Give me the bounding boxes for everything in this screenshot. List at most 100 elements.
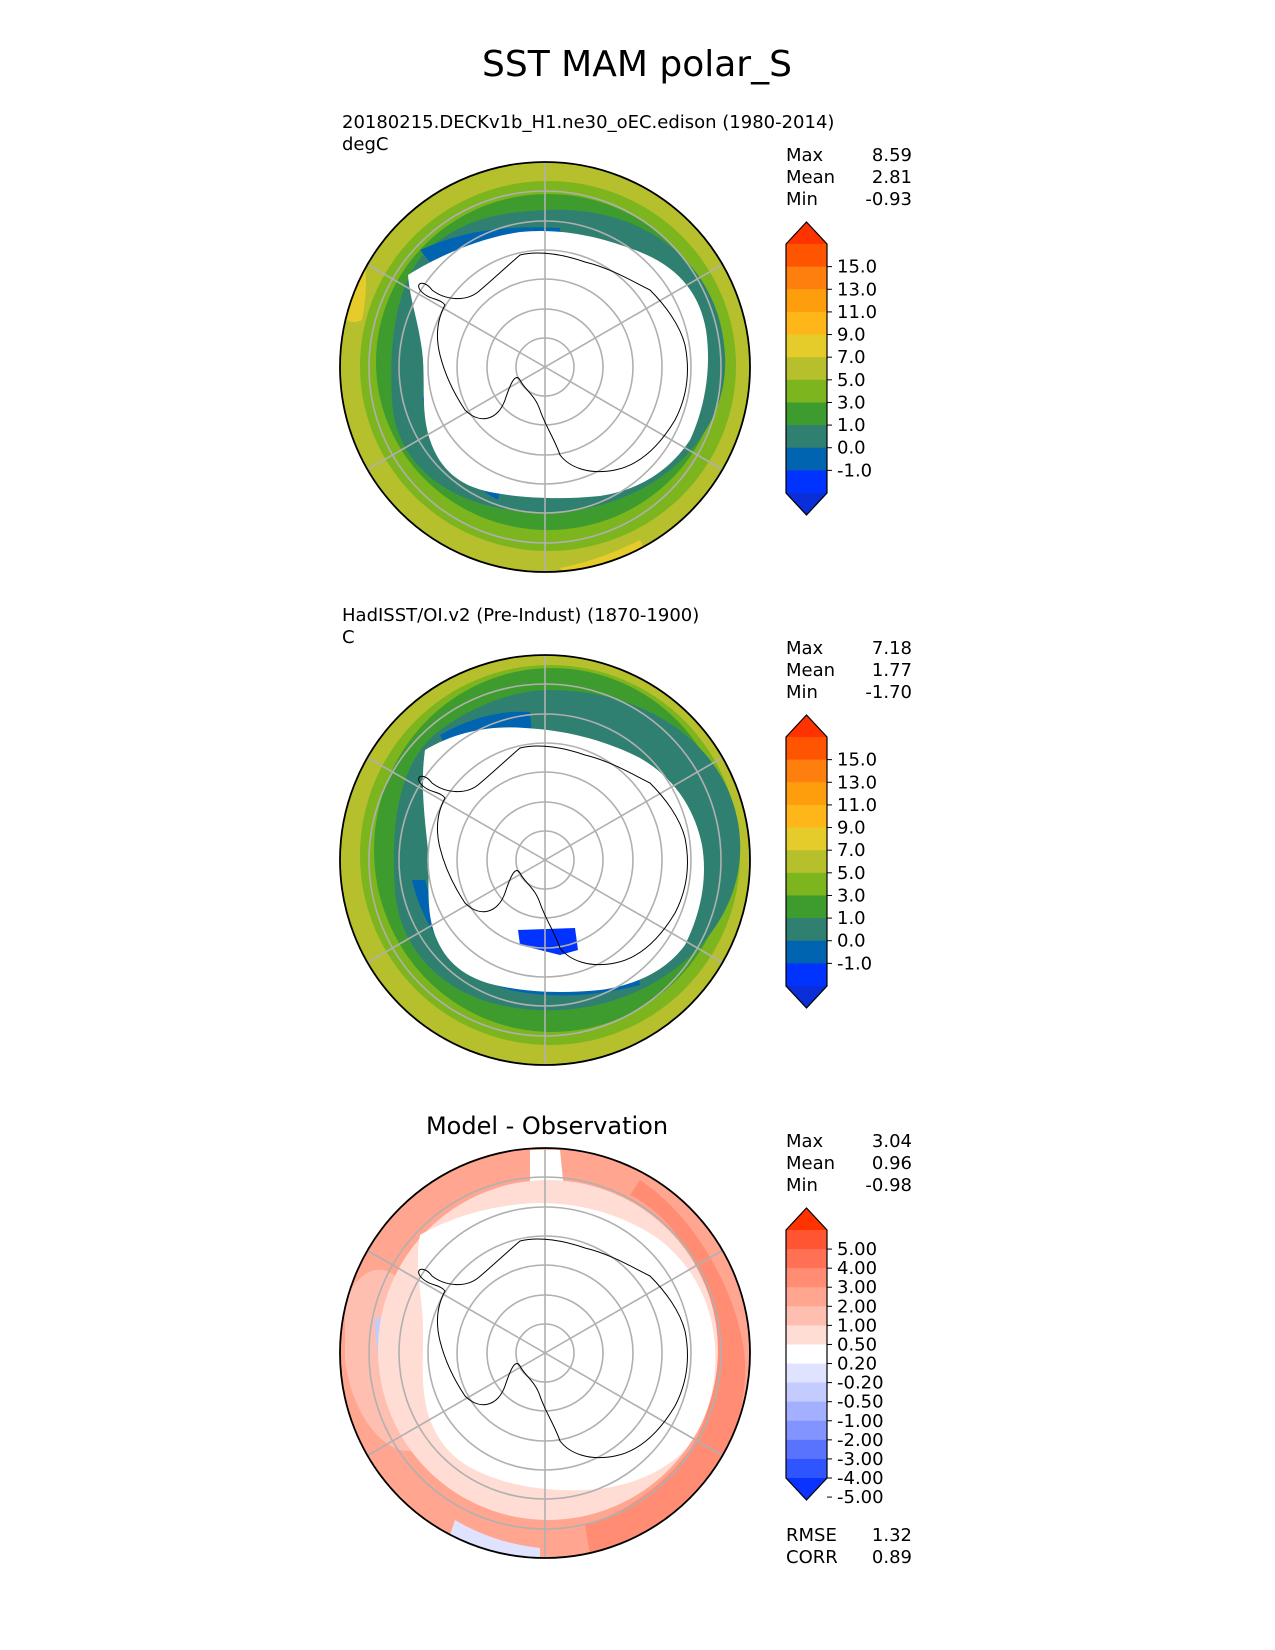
colorbar-segment — [786, 1382, 827, 1403]
colorbar-segment — [786, 425, 827, 449]
colorbar-tick-label: -1.0 — [837, 460, 872, 481]
colorbar-segment — [786, 804, 827, 829]
stat-min-label: Min — [786, 189, 818, 210]
colorbar-segment — [786, 782, 827, 806]
panel-difference-title: Model - Observation — [426, 1112, 668, 1140]
colorbar-tick-label: -1.0 — [837, 953, 872, 974]
colorbar-tick-label: 0.20 — [837, 1354, 877, 1375]
colorbar-tick-label: 15.0 — [837, 257, 877, 278]
polar-map-difference — [340, 1148, 750, 1558]
stat-mean-label: Mean — [786, 660, 835, 681]
colorbar-tick-label: 4.00 — [837, 1258, 877, 1279]
colorbar-segment — [786, 1230, 827, 1250]
stat-max-value: 8.59 — [872, 145, 912, 166]
colorbar-difference-ticks: 5.004.003.002.001.000.500.20-0.20-0.50-1… — [827, 1239, 884, 1508]
colorbar-segment — [786, 850, 827, 874]
sst-warm-patch — [340, 261, 366, 323]
colorbar-segment — [786, 872, 827, 897]
colorbar-tick-label: 0.0 — [837, 931, 866, 952]
colorbar-segment — [786, 759, 827, 783]
colorbar-segment — [786, 379, 827, 404]
stat-rmse-label: RMSE — [786, 1525, 837, 1546]
colorbar-segment — [786, 1401, 827, 1422]
polar-map-model — [340, 162, 750, 572]
colorbar-segment — [786, 447, 827, 471]
colorbar-tick-label: 5.00 — [837, 1239, 877, 1260]
colorbar-segment — [786, 1325, 827, 1346]
colorbar-segment — [786, 402, 827, 426]
colorbar-segment — [786, 334, 827, 358]
stat-max-value: 7.18 — [872, 638, 912, 659]
colorbar-observation-segments — [785, 714, 828, 1009]
colorbar-extend-bottom — [786, 493, 827, 515]
panel-observation-title: HadISST/OI.v2 (Pre-Indust) (1870-1900) — [342, 605, 699, 626]
colorbar-segment — [786, 1458, 827, 1479]
colorbar-tick-label: 13.0 — [837, 279, 877, 300]
stat-max-label: Max — [786, 638, 824, 659]
polar-map-observation — [340, 655, 750, 1065]
rmse-corr-stats: RMSE 1.32 CORR 0.89 — [786, 1525, 912, 1568]
colorbar-segment — [786, 289, 827, 313]
ice-region — [422, 727, 705, 993]
colorbar-segment — [786, 918, 827, 942]
colorbar-model-segments — [785, 221, 828, 516]
colorbar-extend-bottom — [786, 1478, 827, 1500]
colorbar-segment — [786, 963, 827, 987]
colorbar-segment — [786, 1268, 827, 1288]
antarctica-coastline — [418, 1238, 689, 1459]
stat-corr-label: CORR — [786, 1547, 838, 1568]
map-boundary — [339, 1147, 751, 1559]
colorbar-segment — [786, 827, 827, 851]
colorbar-tick-label: 0.50 — [837, 1334, 877, 1355]
stat-max-value: 3.04 — [872, 1131, 912, 1152]
stat-mean-label: Mean — [786, 167, 835, 188]
colorbar-tick-label: 0.0 — [837, 438, 866, 459]
graticule — [367, 655, 723, 1065]
stat-max-label: Max — [786, 145, 824, 166]
colorbar-segment — [786, 737, 827, 761]
stat-min-label: Min — [786, 1175, 818, 1196]
colorbar-tick-label: -3.00 — [837, 1449, 884, 1470]
colorbar-tick-label: 2.00 — [837, 1296, 877, 1317]
colorbar-tick-label: 1.00 — [837, 1315, 877, 1336]
panel-model-units: degC — [342, 134, 389, 155]
colorbar-tick-label: -2.00 — [837, 1430, 884, 1451]
diff-negative-south — [450, 1520, 540, 1558]
colorbar-extend-top — [786, 1208, 827, 1230]
sst-ice-edge-band — [420, 227, 560, 500]
colorbar-tick-label: 3.0 — [837, 392, 866, 413]
stat-corr-value: 0.89 — [872, 1547, 912, 1568]
diff-strong-east — [585, 1180, 746, 1555]
stats-model: Max 8.59 Mean 2.81 Min -0.93 — [786, 145, 912, 210]
colorbar-tick-label: 11.0 — [837, 795, 877, 816]
stat-mean-label: Mean — [786, 1153, 835, 1174]
colorbar-tick-label: 11.0 — [837, 302, 877, 323]
antarctica-coastline — [418, 745, 689, 966]
stat-min-value: -1.70 — [865, 682, 912, 703]
colorbar-observation-ticks: 15.013.011.09.07.05.03.01.00.0-1.0 — [827, 750, 877, 974]
colorbar-segment — [786, 895, 827, 919]
graticule — [367, 1148, 723, 1558]
colorbar-tick-label: 9.0 — [837, 818, 866, 839]
stat-min-value: -0.93 — [865, 189, 912, 210]
colorbar-tick-label: 15.0 — [837, 750, 877, 771]
colorbar-tick-label: 5.0 — [837, 370, 866, 391]
colorbar-outline — [785, 714, 828, 1009]
colorbar-tick-label: -1.00 — [837, 1411, 884, 1432]
panel-observation-units: C — [342, 627, 355, 648]
stat-mean-value: 2.81 — [872, 167, 912, 188]
stat-max-label: Max — [786, 1131, 824, 1152]
ice-region — [408, 230, 709, 499]
colorbar-model: 15.013.011.09.07.05.03.01.00.0-1.0 — [785, 221, 877, 516]
panel-difference: Model - Observation Max 3.04 Mean 0.96 M… — [339, 1112, 912, 1568]
stat-min-label: Min — [786, 682, 818, 703]
map-boundary — [339, 654, 751, 1066]
panel-observation: HadISST/OI.v2 (Pre-Indust) (1870-1900) C… — [339, 605, 912, 1066]
colorbar-tick-label: 3.0 — [837, 885, 866, 906]
panel-model: 20180215.DECKv1b_H1.ne30_oEC.edison (198… — [339, 112, 912, 573]
colorbar-tick-label: -5.00 — [837, 1487, 884, 1508]
stats-difference: Max 3.04 Mean 0.96 Min -0.98 — [786, 1131, 912, 1196]
colorbar-observation: 15.013.011.09.07.05.03.01.00.0-1.0 — [785, 714, 877, 1009]
figure-title: SST MAM polar_S — [482, 44, 792, 85]
